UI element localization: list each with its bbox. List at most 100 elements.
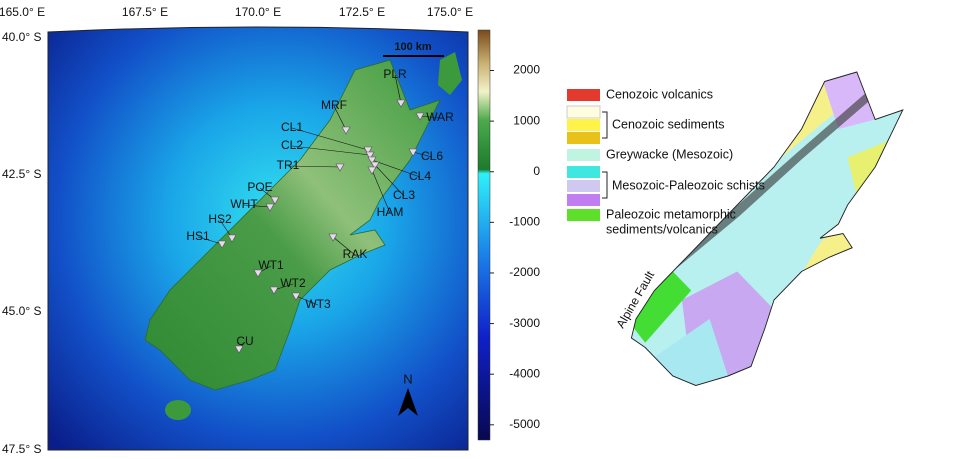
station-label: TR1 [277, 158, 300, 172]
station-marker [396, 99, 406, 108]
station-label: CL3 [393, 188, 415, 202]
colorbar-tick-label: 0 [533, 164, 540, 178]
station-label: CL4 [409, 169, 431, 183]
station-marker [227, 234, 237, 243]
station-label: WAR [426, 110, 454, 124]
station-leader [197, 236, 223, 245]
station-leader [295, 295, 319, 306]
station-label: WT2 [280, 276, 306, 290]
colorbar-tick-label: -4000 [509, 366, 540, 380]
station-leader [291, 127, 369, 151]
station-marker [253, 269, 263, 278]
station-label: HAM [377, 205, 404, 219]
station-label: PLR [383, 67, 407, 81]
station-marker [367, 166, 377, 175]
station-leader [333, 105, 347, 131]
legend-swatch [567, 180, 600, 192]
station-marker [328, 233, 338, 242]
north-label: N [403, 371, 412, 386]
station-marker [341, 126, 351, 135]
station-marker [363, 146, 373, 155]
lon-label: 175.0° E [427, 5, 473, 19]
station-label: POE [247, 180, 272, 194]
right-map: Alpine Fault Cenozoic volcanics Cenozoic… [566, 71, 904, 386]
left-map: 100 km N 165.0° E 167.5° E 170.0° E 172.… [0, 5, 540, 456]
lon-label: 172.5° E [339, 5, 385, 19]
lon-label: 165.0° E [0, 5, 45, 19]
colorbar-ticks: 2000 1000 0 -1000 -2000 -3000 -4000 -5000 [490, 63, 540, 431]
lon-label: 167.5° E [122, 5, 168, 19]
legend-swatch [567, 194, 600, 206]
lat-label: 45.0° S [2, 304, 42, 318]
north-island-tip [438, 52, 462, 95]
colorbar-tick-label: 1000 [513, 113, 540, 127]
legend-swatch [567, 209, 600, 221]
station-leader [419, 115, 441, 119]
legend-swatch [567, 132, 600, 144]
station-leader [394, 74, 402, 104]
station-leader [243, 204, 271, 208]
station-label: RAK [343, 247, 368, 261]
station-label: CL1 [281, 120, 303, 134]
station-marker [291, 292, 301, 301]
legend-label: Cenozoic volcanics [606, 87, 713, 101]
station-label: MRF [321, 98, 347, 112]
lat-label: 42.5° S [2, 167, 42, 181]
station-marker [370, 161, 380, 170]
station-label: CU [236, 334, 253, 348]
station-marker [365, 151, 375, 160]
legend-swatch [566, 105, 601, 119]
colorbar-tick-label: 2000 [513, 63, 540, 77]
colorbar-tick-label: -1000 [509, 215, 540, 229]
lon-labels: 165.0° E 167.5° E 170.0° E 172.5° E 175.… [0, 5, 473, 19]
scale-label: 100 km [394, 41, 432, 53]
colorbar-tick-label: -2000 [509, 265, 540, 279]
legend: Cenozoic volcanics Cenozoic sediments Gr… [566, 87, 765, 236]
station-label: HS1 [186, 229, 210, 243]
lat-label: 40.0° S [2, 30, 42, 44]
south-island [144, 59, 441, 391]
station-marker [408, 148, 418, 157]
station-marker [265, 203, 275, 212]
station-marker [270, 196, 280, 205]
station-label: CL2 [281, 138, 303, 152]
lat-label: 47.5° S [2, 442, 42, 456]
station-leader [291, 145, 371, 156]
station-leader [371, 169, 391, 214]
legend-label: Mesozoic-Paleozoic schists [612, 178, 765, 192]
lat-labels: 40.0° S 42.5° S 45.0° S 47.5° S [2, 30, 42, 456]
station-marker [335, 163, 345, 172]
station-label: WHT [230, 197, 258, 211]
legend-label: sediments/volcanics [606, 222, 718, 236]
station-label: WT1 [258, 258, 284, 272]
station-marker [269, 286, 279, 295]
legend-label: Greywacke (Mesozoic) [606, 147, 733, 161]
legend-bracket [602, 111, 608, 199]
station-leader [374, 164, 405, 197]
station-leader [371, 159, 421, 178]
station-label: CL6 [421, 149, 443, 163]
legend-swatch [567, 119, 600, 131]
station-marker [217, 240, 227, 249]
station-leader [287, 165, 341, 168]
station-marker [367, 156, 377, 165]
colorbar-tick-label: -5000 [509, 417, 540, 431]
legend-swatch [567, 89, 600, 101]
lon-label: 170.0° E [235, 5, 281, 19]
legend-swatch [567, 149, 600, 161]
legend-label: Paleozoic metamorphic [606, 207, 736, 221]
north-arrow [398, 388, 418, 416]
station-label: HS2 [208, 212, 232, 226]
stewart-island [165, 400, 191, 420]
station-marker [234, 345, 244, 354]
station-marker [415, 112, 425, 121]
legend-label: Cenozoic sediments [612, 117, 725, 131]
legend-swatch [567, 166, 600, 178]
colorbar [477, 29, 491, 441]
colorbar-tick-label: -3000 [509, 316, 540, 330]
station-leader [332, 236, 356, 256]
station-leader [412, 151, 433, 158]
station-label: WT3 [305, 297, 331, 311]
